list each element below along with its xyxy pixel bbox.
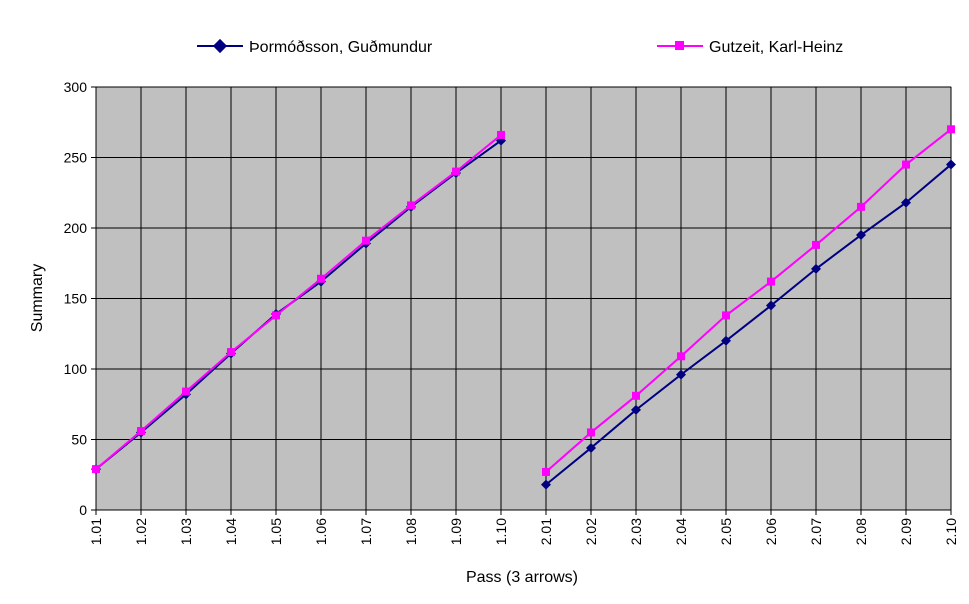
data-point-square	[92, 465, 100, 474]
data-point-square	[227, 348, 235, 357]
x-tick-label: 1.03	[178, 518, 194, 545]
x-tick-label: 1.07	[358, 518, 374, 545]
data-point-square	[722, 311, 730, 320]
x-tick-label: 1.05	[268, 518, 284, 545]
data-point-diamond	[856, 230, 866, 241]
legend-marker-2	[675, 41, 684, 50]
data-point-square	[542, 467, 550, 476]
x-tick-label: 1.01	[88, 518, 104, 545]
x-tick-label: 1.08	[403, 518, 419, 545]
x-axis-ticks: 1.01 1.02 1.03 1.04 1.05 1.06 1.07 1.08 1.09 1.10…	[88, 510, 959, 545]
series-line-2-segment-1	[95, 134, 502, 470]
legend: Þormóðsson, Guðmundur Gutzeit, Karl-Hein…	[197, 38, 843, 56]
x-tick-label: 2.06	[763, 518, 779, 545]
x-tick-label: 1.09	[448, 518, 464, 545]
legend-entry-2: Gutzeit, Karl-Heinz	[657, 39, 843, 56]
series-2	[92, 125, 955, 476]
y-tick-label: 150	[64, 291, 88, 307]
data-point-square	[857, 202, 865, 211]
series-layer	[91, 125, 956, 490]
data-point-square	[452, 167, 460, 176]
data-point-diamond	[901, 197, 911, 208]
legend-marker-1	[212, 38, 228, 54]
data-point-square	[272, 311, 280, 320]
x-tick-label: 1.06	[313, 518, 329, 545]
x-tick-label: 2.08	[853, 518, 869, 545]
data-point-square	[497, 130, 505, 139]
data-point-diamond	[766, 300, 776, 311]
data-point-diamond	[586, 442, 596, 453]
data-point-diamond	[676, 369, 686, 380]
x-tick-label: 2.10	[943, 518, 959, 545]
series-line-1-segment-2	[545, 163, 952, 486]
data-point-diamond	[811, 263, 821, 274]
x-tick-label: 2.03	[628, 518, 644, 545]
x-tick-label: 2.09	[898, 518, 914, 545]
y-axis-ticks: 0 50 100 150 200 250 300	[64, 79, 96, 518]
data-point-square	[587, 428, 595, 437]
data-point-square	[677, 352, 685, 361]
x-tick-label: 2.02	[583, 518, 599, 545]
legend-label-2: Gutzeit, Karl-Heinz	[709, 39, 843, 56]
x-tick-label: 1.04	[223, 518, 239, 545]
data-point-diamond	[541, 479, 551, 490]
y-axis-title: Summary	[29, 264, 46, 332]
x-tick-label: 1.02	[133, 518, 149, 545]
data-point-diamond	[946, 159, 956, 170]
series-line-2-segment-2	[545, 128, 952, 473]
data-point-square	[407, 201, 415, 210]
data-point-square	[317, 274, 325, 283]
y-tick-label: 100	[64, 361, 88, 377]
data-point-square	[902, 160, 910, 169]
x-tick-label: 1.10	[493, 518, 509, 545]
y-tick-label: 250	[64, 150, 88, 166]
y-tick-label: 300	[64, 79, 88, 95]
x-tick-label: 2.07	[808, 518, 824, 545]
x-tick-label: 2.01	[538, 518, 554, 545]
data-point-diamond	[631, 404, 641, 415]
data-point-square	[182, 387, 190, 396]
data-point-square	[362, 236, 370, 245]
y-tick-label: 200	[64, 220, 88, 236]
x-tick-label: 2.04	[673, 518, 689, 545]
x-axis-title: Pass (3 arrows)	[466, 569, 578, 586]
data-point-square	[767, 277, 775, 286]
data-point-diamond	[721, 335, 731, 346]
x-tick-label: 2.05	[718, 518, 734, 545]
y-tick-label: 50	[71, 432, 87, 448]
data-point-square	[812, 240, 820, 249]
legend-label-1: Þormóðsson, Guðmundur	[249, 39, 433, 56]
legend-entry-1: Þormóðsson, Guðmundur	[197, 38, 433, 56]
data-point-square	[947, 125, 955, 134]
data-point-square	[632, 391, 640, 400]
y-tick-label: 0	[79, 502, 87, 518]
data-point-square	[137, 427, 145, 436]
